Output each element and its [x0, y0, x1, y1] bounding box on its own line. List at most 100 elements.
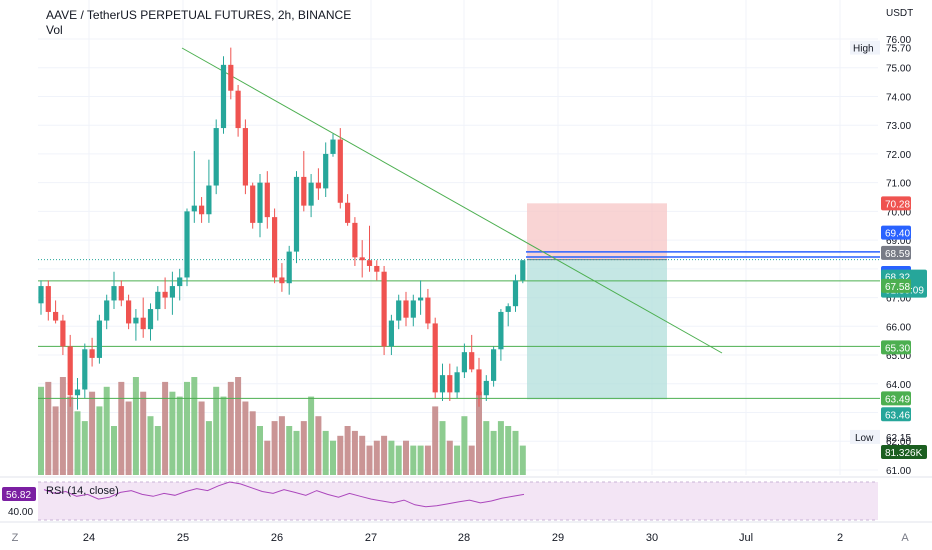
price-tick-label: 62.00 — [886, 437, 911, 448]
price-axis[interactable]: USDT 76.00 75.00 74.00 73.00 72.00 71.00 70.00 6… — [886, 8, 913, 477]
volume-bar — [249, 411, 256, 475]
volume-bar — [242, 401, 249, 475]
candle-body — [242, 128, 248, 186]
price-tick-label: 61.00 — [886, 466, 911, 477]
candle-body — [220, 64, 227, 129]
volume-indicator-label: Vol — [46, 23, 63, 37]
candle-body — [74, 389, 81, 396]
candle-body — [425, 297, 431, 324]
short-position-tool[interactable] — [526, 203, 880, 400]
candle-body — [250, 185, 256, 223]
volume-bar — [257, 426, 263, 475]
candle-body — [89, 349, 95, 358]
high-label: High — [853, 44, 874, 55]
price-tick-label: 71.00 — [886, 179, 911, 190]
volume-bar — [205, 421, 212, 475]
volume-bar — [461, 416, 468, 475]
volume-bar — [169, 391, 176, 475]
candle-body — [498, 311, 504, 350]
price-tick-label: 73.00 — [886, 121, 911, 132]
auto-scale-button: A — [901, 532, 909, 544]
candle-body — [257, 182, 263, 223]
volume-bar — [227, 381, 234, 475]
candle-body — [111, 286, 117, 301]
volume-bar — [278, 416, 285, 475]
volume-bar — [74, 411, 81, 475]
candle-body — [264, 182, 270, 218]
candle-body — [53, 311, 59, 321]
candle-body — [104, 300, 110, 321]
volume-bar — [147, 416, 154, 475]
candle-body — [447, 375, 453, 393]
volume-bar — [96, 406, 103, 475]
candle-body — [235, 90, 241, 129]
candle-body — [345, 202, 351, 223]
high-value: 75.70 — [886, 44, 911, 55]
volume-bar — [388, 440, 395, 475]
volume-bar — [271, 421, 278, 475]
candle-body — [359, 257, 365, 261]
last-price-badge: 68.32 — [885, 273, 910, 284]
candle-body — [491, 349, 497, 381]
candle-body — [454, 372, 460, 393]
candle-body — [388, 320, 394, 347]
candle-body — [67, 346, 73, 396]
time-axis[interactable]: 24 25 26 27 28 29 30 Jul 2 Z A — [12, 532, 910, 544]
candle-body — [147, 309, 154, 330]
rsi-value-bg — [2, 487, 36, 501]
time-tick-label: 25 — [177, 532, 189, 544]
candle-body — [381, 271, 387, 347]
price-tick-label: 72.00 — [886, 150, 911, 161]
volume-bar — [184, 381, 190, 475]
volume-bar — [344, 426, 351, 475]
volume-bar — [191, 377, 198, 475]
descending-trendline — [181, 47, 723, 354]
volume-bar — [59, 377, 66, 475]
volume-bar — [52, 406, 59, 475]
low-label-bg — [850, 429, 880, 444]
time-tick-label: 28 — [458, 532, 470, 544]
price-tick-label: 75.00 — [886, 64, 911, 75]
volume-bar — [417, 445, 424, 475]
volume-bar — [300, 421, 307, 475]
high-label-bg — [850, 40, 880, 55]
volume-bar — [483, 421, 490, 475]
volume-bar — [235, 377, 242, 475]
rsi-line — [43, 481, 525, 508]
candle-body — [286, 251, 292, 284]
rsi-indicator-label: RSI (14, close) — [46, 485, 119, 497]
candle-body — [60, 320, 66, 347]
candle-body — [439, 375, 446, 393]
candle-body — [169, 286, 175, 298]
volume-bar — [468, 445, 475, 475]
support-badge-63-49: 63.49 — [885, 394, 910, 405]
candle-body — [191, 205, 197, 212]
rsi-value-badge: 56.82 — [6, 490, 31, 501]
volume-bar — [454, 445, 461, 475]
candle-body — [82, 349, 88, 390]
volume-bar — [140, 391, 147, 475]
candle-body — [396, 300, 402, 321]
volume-bar — [424, 445, 431, 475]
candle-body — [315, 182, 321, 189]
volume-bar — [351, 430, 358, 475]
low-label: Low — [855, 433, 874, 444]
rsi-level-label: 40.00 — [8, 507, 33, 518]
candle-body — [301, 176, 307, 206]
price-tick-label: 67.00 — [886, 294, 911, 305]
trendline[interactable] — [181, 47, 723, 354]
volume-bar — [519, 445, 526, 475]
volume-bar — [132, 377, 139, 475]
volume-bar — [293, 430, 300, 475]
volume-bar — [497, 421, 504, 475]
volume-bar — [366, 445, 373, 475]
volume-bar — [308, 396, 315, 475]
volume-bar — [505, 426, 512, 475]
stop-price-badge-bg — [881, 196, 911, 211]
time-tick-label: 2 — [837, 532, 843, 544]
volume-bar — [403, 440, 409, 475]
candle-body — [469, 352, 475, 370]
target-price-badge: 63.46 — [885, 410, 910, 421]
time-tick-label: 26 — [271, 532, 283, 544]
